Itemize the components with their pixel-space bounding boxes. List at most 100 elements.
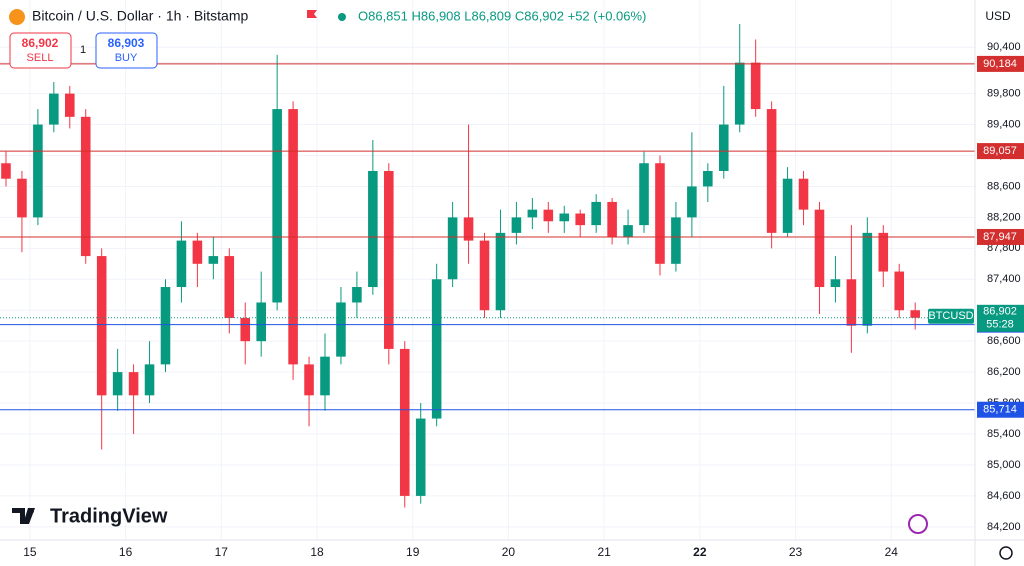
y-tick-label: 84,200 bbox=[987, 521, 1021, 533]
candle-body bbox=[272, 109, 282, 303]
y-tick-label: 88,600 bbox=[987, 180, 1021, 192]
candle-body bbox=[256, 302, 266, 342]
level-badge bbox=[977, 401, 1024, 418]
buy-label: BUY bbox=[115, 52, 138, 64]
candle-body bbox=[463, 217, 474, 241]
flag-icon[interactable] bbox=[307, 10, 317, 18]
y-tick-label: 85,000 bbox=[987, 459, 1021, 471]
candle-body bbox=[208, 256, 219, 264]
y-tick-label: 89,400 bbox=[987, 118, 1021, 130]
candle-body bbox=[17, 178, 27, 218]
candle-body bbox=[144, 364, 155, 396]
candle-body bbox=[320, 356, 330, 396]
candle-body bbox=[80, 116, 91, 257]
candle-body bbox=[750, 62, 761, 110]
countdown: 55:28 bbox=[986, 319, 1014, 331]
candle-body bbox=[782, 178, 793, 233]
plot-area bbox=[0, 0, 975, 540]
x-tick-label: 19 bbox=[406, 545, 420, 559]
candle-body bbox=[224, 256, 235, 318]
x-tick-label: 23 bbox=[789, 545, 803, 559]
y-tick-label: 90,400 bbox=[987, 41, 1021, 53]
candle-body bbox=[479, 240, 490, 311]
candle-body bbox=[192, 240, 203, 264]
y-tick-label: 86,200 bbox=[987, 366, 1021, 378]
ohlc: O86,851 H86,908 L86,809 C86,902 +52 (+0.… bbox=[358, 8, 646, 23]
level-badge bbox=[977, 143, 1024, 160]
candle-body bbox=[575, 213, 585, 226]
candle-body bbox=[304, 364, 314, 396]
x-tick-label: 22 bbox=[693, 545, 707, 559]
last-price-badge bbox=[977, 304, 1024, 332]
brand-logo bbox=[28, 508, 34, 514]
candle-body bbox=[830, 279, 841, 288]
candle-body bbox=[639, 163, 649, 226]
axes: 84,20084,60085,00085,40085,80086,20086,6… bbox=[23, 41, 1024, 559]
candle-body bbox=[846, 279, 857, 326]
settings-icon[interactable] bbox=[999, 546, 1013, 560]
candle-body bbox=[352, 287, 362, 303]
candle-body bbox=[607, 201, 617, 237]
candle-body bbox=[718, 124, 729, 171]
coin-icon bbox=[9, 9, 25, 25]
candle-body bbox=[240, 317, 251, 342]
candle-body bbox=[447, 217, 458, 280]
x-tick-label: 15 bbox=[23, 545, 37, 559]
candle-body bbox=[814, 209, 825, 288]
candle-body bbox=[862, 232, 873, 326]
candle-body bbox=[368, 170, 378, 288]
candle-body bbox=[128, 372, 139, 396]
level-label: 87,947 bbox=[983, 231, 1017, 243]
y-tick-label: 85,400 bbox=[987, 428, 1021, 440]
sell-label: SELL bbox=[27, 52, 54, 64]
candle-body bbox=[384, 170, 394, 349]
candle-body bbox=[878, 232, 889, 272]
candle-body bbox=[65, 93, 75, 117]
y-tick-label: 89,800 bbox=[987, 88, 1021, 100]
candle-body bbox=[671, 217, 681, 264]
brand-name: TradingView bbox=[50, 505, 168, 527]
x-tick-label: 20 bbox=[502, 545, 516, 559]
level-label: 85,714 bbox=[983, 404, 1017, 416]
candle-body bbox=[798, 178, 809, 210]
assistant-icon[interactable] bbox=[908, 514, 928, 534]
candle-body bbox=[96, 256, 107, 396]
candle-body bbox=[1, 163, 11, 179]
candle-body bbox=[894, 271, 905, 311]
candle-body bbox=[734, 62, 745, 125]
candle-body bbox=[415, 418, 426, 496]
level-label: 89,057 bbox=[983, 145, 1017, 157]
y-tick-label: 87,400 bbox=[987, 273, 1021, 285]
level-badge bbox=[977, 228, 1024, 245]
y-tick-label: 86,600 bbox=[987, 335, 1021, 347]
level-label: 90,184 bbox=[983, 58, 1017, 70]
candle-body bbox=[49, 93, 59, 125]
sell-price: 86,902 bbox=[22, 36, 59, 50]
candle-body bbox=[112, 372, 123, 396]
candle-body bbox=[703, 170, 713, 187]
candle-body bbox=[591, 201, 601, 226]
y-tick-label: 87,800 bbox=[987, 242, 1021, 254]
currency[interactable]: USD bbox=[985, 9, 1011, 23]
buy-button[interactable] bbox=[95, 32, 158, 69]
candle-body bbox=[910, 310, 920, 318]
status-dot bbox=[338, 13, 346, 21]
candle-body bbox=[160, 287, 171, 365]
candle-body bbox=[431, 279, 442, 419]
candle-body bbox=[527, 209, 538, 218]
y-tick-label: 84,600 bbox=[987, 490, 1021, 502]
buy-price: 86,903 bbox=[108, 36, 145, 50]
candle-body bbox=[655, 163, 665, 264]
symbol-badge bbox=[928, 308, 974, 324]
candle-body bbox=[495, 232, 506, 311]
candle-body bbox=[559, 213, 570, 222]
sell-button[interactable] bbox=[9, 32, 72, 69]
candle-body bbox=[623, 225, 633, 237]
candle-body bbox=[687, 186, 697, 218]
candle-body bbox=[33, 124, 43, 218]
quantity: 1 bbox=[80, 44, 86, 56]
last-price-label: 86,902 bbox=[983, 306, 1017, 318]
candle-body bbox=[766, 109, 777, 233]
y-tick-label: 88,200 bbox=[987, 211, 1021, 223]
